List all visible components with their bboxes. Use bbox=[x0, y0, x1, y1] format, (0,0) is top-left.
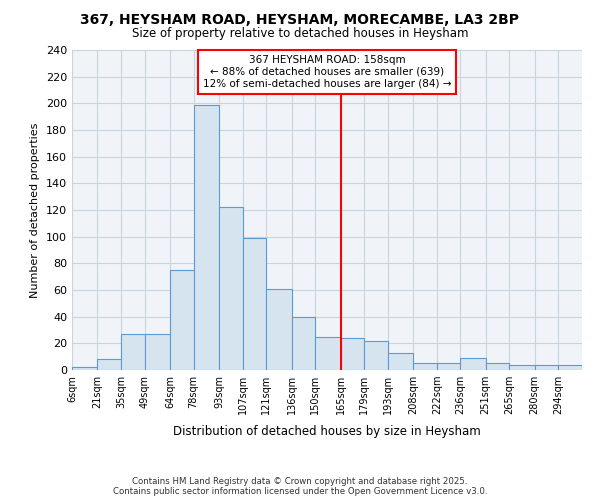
Bar bbox=[242, 238, 266, 370]
Bar bbox=[341, 338, 364, 370]
Text: Contains HM Land Registry data © Crown copyright and database right 2025.
Contai: Contains HM Land Registry data © Crown c… bbox=[113, 476, 487, 496]
Bar bbox=[97, 360, 121, 370]
Y-axis label: Number of detached properties: Number of detached properties bbox=[31, 122, 40, 298]
Bar bbox=[315, 336, 341, 370]
Bar bbox=[266, 288, 292, 370]
Bar bbox=[388, 352, 413, 370]
Bar bbox=[121, 334, 145, 370]
Bar bbox=[535, 364, 559, 370]
Bar bbox=[486, 364, 509, 370]
Bar bbox=[219, 208, 242, 370]
Bar bbox=[194, 104, 219, 370]
Bar bbox=[437, 364, 460, 370]
Bar bbox=[170, 270, 194, 370]
Bar bbox=[509, 364, 535, 370]
X-axis label: Distribution of detached houses by size in Heysham: Distribution of detached houses by size … bbox=[173, 426, 481, 438]
Bar bbox=[413, 364, 437, 370]
Bar bbox=[72, 368, 97, 370]
Bar bbox=[460, 358, 486, 370]
Bar bbox=[364, 340, 388, 370]
Bar bbox=[292, 316, 315, 370]
Text: Size of property relative to detached houses in Heysham: Size of property relative to detached ho… bbox=[132, 28, 468, 40]
Bar bbox=[559, 364, 582, 370]
Text: 367 HEYSHAM ROAD: 158sqm
← 88% of detached houses are smaller (639)
12% of semi-: 367 HEYSHAM ROAD: 158sqm ← 88% of detach… bbox=[203, 56, 451, 88]
Text: 367, HEYSHAM ROAD, HEYSHAM, MORECAMBE, LA3 2BP: 367, HEYSHAM ROAD, HEYSHAM, MORECAMBE, L… bbox=[80, 12, 520, 26]
Bar bbox=[145, 334, 170, 370]
